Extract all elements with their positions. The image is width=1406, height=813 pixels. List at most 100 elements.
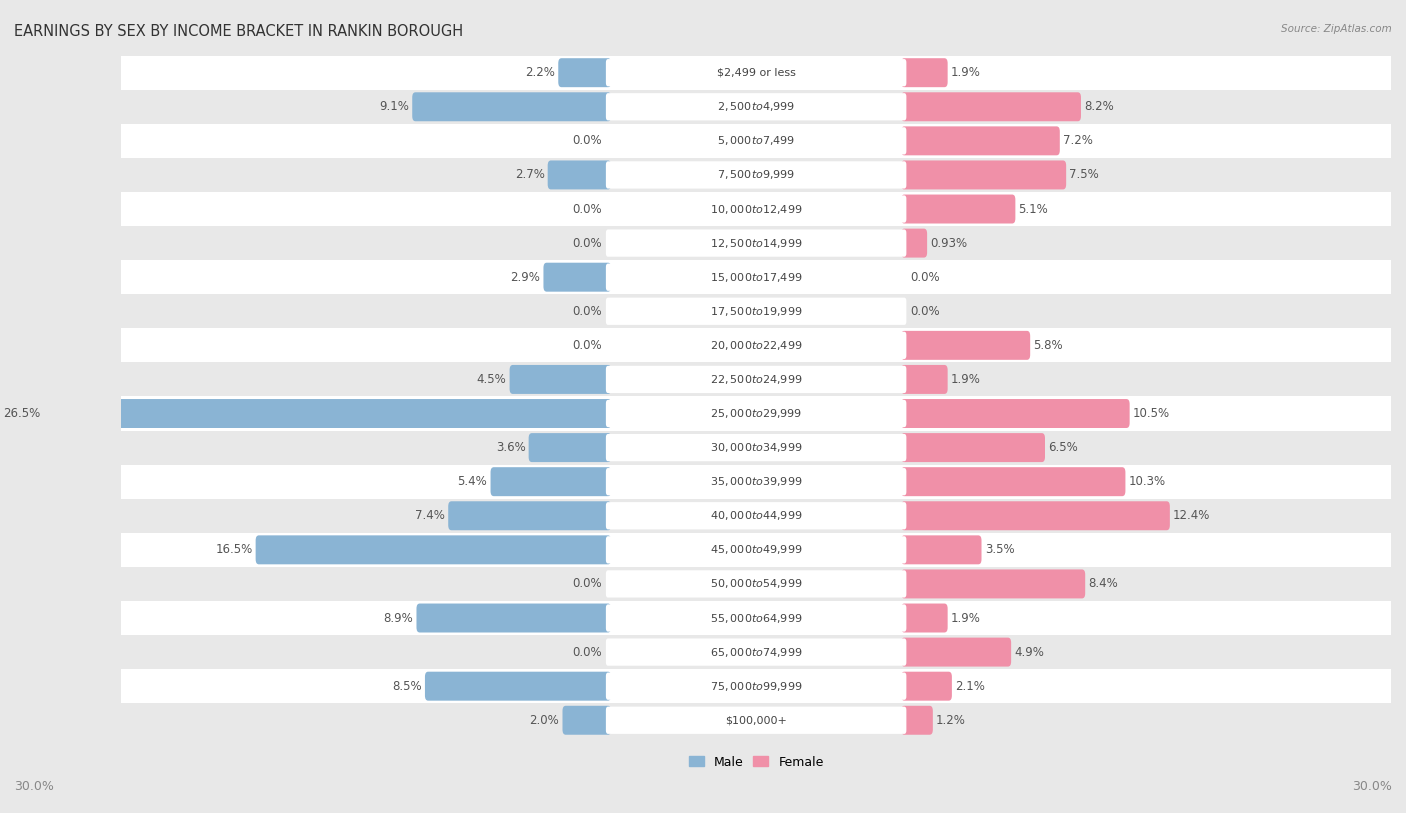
FancyBboxPatch shape (901, 706, 932, 735)
FancyBboxPatch shape (901, 126, 1060, 155)
FancyBboxPatch shape (901, 228, 927, 258)
Bar (121, 363, 1391, 397)
Text: 12.4%: 12.4% (1173, 509, 1211, 522)
FancyBboxPatch shape (606, 638, 907, 666)
Text: $15,000 to $17,499: $15,000 to $17,499 (710, 271, 803, 284)
Text: $100,000+: $100,000+ (725, 715, 787, 725)
Text: 4.9%: 4.9% (1014, 646, 1045, 659)
Text: 8.4%: 8.4% (1088, 577, 1118, 590)
Bar (121, 533, 1391, 567)
Text: 30.0%: 30.0% (1353, 780, 1392, 793)
Text: $12,500 to $14,999: $12,500 to $14,999 (710, 237, 803, 250)
Text: 8.5%: 8.5% (392, 680, 422, 693)
FancyBboxPatch shape (606, 604, 907, 632)
FancyBboxPatch shape (901, 59, 948, 87)
Text: 3.5%: 3.5% (984, 543, 1014, 556)
Text: $25,000 to $29,999: $25,000 to $29,999 (710, 407, 803, 420)
Text: $7,500 to $9,999: $7,500 to $9,999 (717, 168, 796, 181)
Text: 1.9%: 1.9% (950, 373, 981, 386)
FancyBboxPatch shape (256, 536, 612, 564)
Text: 0.0%: 0.0% (572, 339, 602, 352)
Text: 0.0%: 0.0% (572, 305, 602, 318)
FancyBboxPatch shape (416, 603, 612, 633)
FancyBboxPatch shape (901, 93, 1081, 121)
FancyBboxPatch shape (606, 537, 907, 563)
FancyBboxPatch shape (606, 366, 907, 393)
FancyBboxPatch shape (901, 331, 1031, 360)
Text: 1.2%: 1.2% (936, 714, 966, 727)
FancyBboxPatch shape (606, 263, 907, 291)
Text: 0.0%: 0.0% (572, 134, 602, 147)
Text: 1.9%: 1.9% (950, 66, 981, 79)
Bar (121, 465, 1391, 498)
Text: $22,500 to $24,999: $22,500 to $24,999 (710, 373, 803, 386)
Text: 0.0%: 0.0% (572, 237, 602, 250)
Text: 16.5%: 16.5% (215, 543, 253, 556)
FancyBboxPatch shape (491, 467, 612, 496)
Text: 0.0%: 0.0% (572, 202, 602, 215)
Text: 9.1%: 9.1% (380, 100, 409, 113)
Bar (121, 498, 1391, 533)
Text: $5,000 to $7,499: $5,000 to $7,499 (717, 134, 796, 147)
Text: 0.0%: 0.0% (572, 646, 602, 659)
FancyBboxPatch shape (606, 298, 907, 325)
Text: $75,000 to $99,999: $75,000 to $99,999 (710, 680, 803, 693)
FancyBboxPatch shape (606, 161, 907, 189)
Bar (121, 260, 1391, 294)
Bar (121, 567, 1391, 601)
FancyBboxPatch shape (544, 263, 612, 292)
FancyBboxPatch shape (562, 706, 612, 735)
Legend: Male, Female: Male, Female (689, 755, 824, 768)
Bar (121, 669, 1391, 703)
Text: 1.9%: 1.9% (950, 611, 981, 624)
Text: 5.4%: 5.4% (457, 475, 488, 488)
Text: EARNINGS BY SEX BY INCOME BRACKET IN RANKIN BOROUGH: EARNINGS BY SEX BY INCOME BRACKET IN RAN… (14, 24, 463, 39)
FancyBboxPatch shape (558, 59, 612, 87)
Text: $2,499 or less: $2,499 or less (717, 67, 796, 78)
FancyBboxPatch shape (606, 570, 907, 598)
FancyBboxPatch shape (606, 332, 907, 359)
Text: 0.0%: 0.0% (911, 271, 941, 284)
Text: $2,500 to $4,999: $2,500 to $4,999 (717, 100, 796, 113)
FancyBboxPatch shape (901, 160, 1066, 189)
FancyBboxPatch shape (606, 468, 907, 495)
FancyBboxPatch shape (606, 706, 907, 734)
Text: 0.0%: 0.0% (572, 577, 602, 590)
FancyBboxPatch shape (901, 365, 948, 394)
Text: 26.5%: 26.5% (4, 407, 41, 420)
FancyBboxPatch shape (412, 93, 612, 121)
Bar (121, 89, 1391, 124)
Text: 2.2%: 2.2% (526, 66, 555, 79)
Text: 7.5%: 7.5% (1070, 168, 1099, 181)
Bar (121, 226, 1391, 260)
FancyBboxPatch shape (509, 365, 612, 394)
Text: $50,000 to $54,999: $50,000 to $54,999 (710, 577, 803, 590)
FancyBboxPatch shape (606, 672, 907, 700)
FancyBboxPatch shape (901, 502, 1170, 530)
Bar (121, 703, 1391, 737)
Text: $10,000 to $12,499: $10,000 to $12,499 (710, 202, 803, 215)
Text: 5.8%: 5.8% (1033, 339, 1063, 352)
FancyBboxPatch shape (606, 502, 907, 529)
Bar (121, 601, 1391, 635)
FancyBboxPatch shape (901, 637, 1011, 667)
FancyBboxPatch shape (606, 434, 907, 461)
Text: 4.5%: 4.5% (477, 373, 506, 386)
FancyBboxPatch shape (901, 603, 948, 633)
Text: 2.7%: 2.7% (515, 168, 544, 181)
Text: $30,000 to $34,999: $30,000 to $34,999 (710, 441, 803, 454)
FancyBboxPatch shape (606, 59, 907, 86)
Bar (121, 431, 1391, 465)
Text: 10.5%: 10.5% (1133, 407, 1170, 420)
FancyBboxPatch shape (606, 127, 907, 154)
Text: 5.1%: 5.1% (1018, 202, 1049, 215)
Bar (121, 55, 1391, 89)
FancyBboxPatch shape (901, 399, 1129, 428)
Text: 8.2%: 8.2% (1084, 100, 1114, 113)
Text: $45,000 to $49,999: $45,000 to $49,999 (710, 543, 803, 556)
Text: 6.5%: 6.5% (1047, 441, 1078, 454)
Text: 2.9%: 2.9% (510, 271, 540, 284)
FancyBboxPatch shape (425, 672, 612, 701)
Text: 0.0%: 0.0% (911, 305, 941, 318)
Text: 10.3%: 10.3% (1129, 475, 1166, 488)
